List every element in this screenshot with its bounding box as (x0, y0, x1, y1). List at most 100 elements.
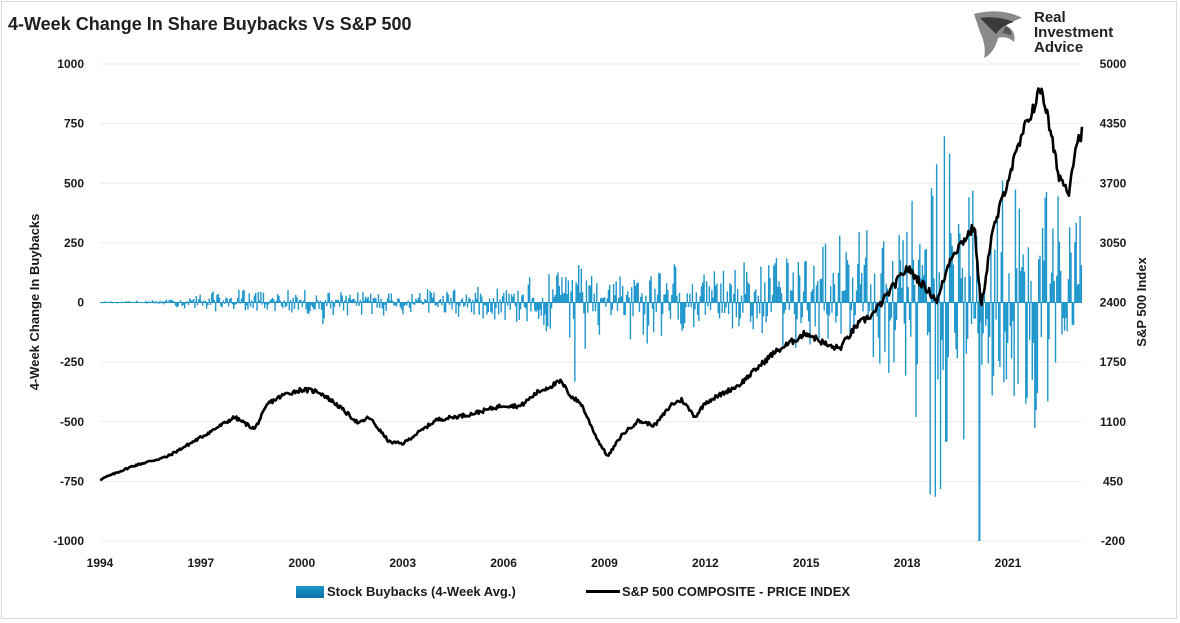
buyback-bar (218, 297, 221, 303)
buyback-bar (594, 302, 597, 312)
buyback-bar (782, 302, 784, 346)
buyback-bar (572, 302, 575, 320)
buyback-bar (792, 272, 794, 303)
buyback-bar (1034, 302, 1036, 429)
buyback-bar (662, 302, 664, 315)
buyback-bar (658, 272, 660, 303)
buyback-bar (318, 302, 320, 309)
buyback-bar (977, 302, 979, 334)
buyback-bar (836, 302, 838, 317)
buyback-bar (291, 302, 293, 313)
buyback-bar (854, 302, 856, 316)
buyback-bar (964, 277, 966, 303)
buyback-bar (474, 292, 477, 303)
buyback-bar (727, 302, 730, 315)
buyback-bar (784, 302, 787, 310)
buyback-bar (446, 291, 448, 303)
x-tick-label: 2018 (894, 556, 921, 570)
buyback-bar (300, 300, 302, 303)
buyback-bar (494, 302, 496, 320)
buyback-bar (986, 302, 988, 320)
buyback-bar (512, 296, 514, 303)
buyback-bar (420, 300, 422, 303)
buyback-bar (199, 294, 201, 303)
buyback-bar (894, 302, 896, 331)
buyback-bar (185, 302, 187, 304)
buyback-bar (999, 302, 1001, 367)
buyback-bar (483, 302, 486, 306)
buyback-bar (447, 294, 449, 303)
buyback-bar (801, 302, 803, 318)
buyback-bar (189, 298, 191, 303)
buyback-bar (519, 302, 522, 310)
buyback-bar (1035, 302, 1037, 411)
buyback-bar (444, 302, 447, 313)
buyback-bar (587, 302, 589, 313)
buyback-bar (341, 295, 343, 303)
buyback-bar (596, 283, 598, 303)
buyback-bar (680, 302, 682, 324)
buyback-bar (545, 302, 548, 332)
buyback-bar (429, 291, 431, 303)
x-tick-label: 2000 (288, 556, 315, 570)
buyback-bar (787, 262, 789, 303)
buyback-bar (1041, 227, 1044, 303)
buyback-bar (817, 281, 819, 303)
buyback-bar (1003, 302, 1005, 383)
buyback-bar (491, 302, 493, 314)
buyback-bar (375, 298, 377, 303)
buyback-bar (172, 301, 174, 303)
buyback-bar (338, 302, 341, 307)
buyback-bar (245, 302, 248, 306)
buyback-bar (326, 302, 328, 307)
buyback-bar (190, 300, 192, 303)
y2-tick-label: 5000 (1100, 57, 1127, 71)
buyback-bar (686, 293, 688, 303)
buyback-bar (811, 289, 814, 303)
buyback-bar (1025, 302, 1027, 404)
buyback-bar (195, 296, 197, 303)
buyback-bar (774, 263, 776, 303)
buyback-bar (643, 302, 646, 315)
buyback-bar (798, 275, 801, 303)
buyback-bar (226, 298, 228, 303)
grid-lines (100, 63, 1082, 542)
x-tick-label: 2012 (692, 556, 719, 570)
buyback-bar (307, 302, 310, 315)
x-tick-label: 2006 (490, 556, 517, 570)
buyback-bar (603, 297, 606, 303)
buyback-bar (709, 302, 712, 311)
buyback-bar (240, 298, 243, 303)
buyback-bar (924, 249, 926, 303)
buyback-bar (459, 302, 461, 307)
buyback-bar (424, 298, 426, 303)
buyback-bar (264, 302, 266, 309)
buyback-bar (712, 297, 714, 303)
buyback-bar (366, 298, 368, 303)
buyback-bar (552, 289, 554, 303)
buyback-bar (745, 271, 748, 303)
buyback-bar (506, 302, 509, 306)
buyback-bar (302, 300, 305, 303)
buyback-bar (254, 292, 257, 303)
buyback-bar (965, 302, 968, 354)
buyback-bar (769, 277, 771, 303)
legend-swatch-sp500 (586, 590, 620, 593)
buyback-bar (182, 302, 185, 305)
buyback-bar (882, 241, 885, 303)
buyback-bar (826, 302, 828, 315)
buyback-bar (954, 302, 956, 333)
buyback-bar (814, 302, 816, 327)
buyback-bar (481, 296, 483, 303)
buyback-bar (384, 302, 386, 305)
buyback-bar (562, 293, 564, 303)
buyback-bar (651, 302, 654, 309)
buyback-bar (734, 269, 736, 303)
buyback-bar (468, 297, 470, 303)
buyback-bar (426, 289, 429, 303)
buyback-bar (992, 302, 995, 376)
buyback-bar (305, 302, 307, 310)
buyback-bar (475, 298, 478, 303)
buyback-bar (898, 235, 900, 303)
buyback-bar (565, 277, 567, 303)
